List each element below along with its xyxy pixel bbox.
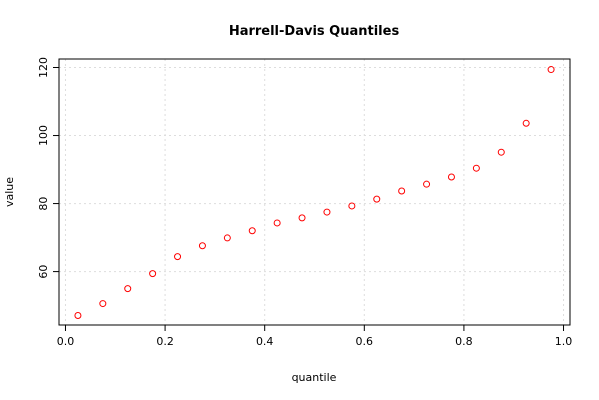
x-tick-label: 0.0 <box>57 335 75 348</box>
point <box>447 173 455 181</box>
point <box>497 148 505 156</box>
point <box>323 208 331 216</box>
x-tick-label: 1.0 <box>555 335 573 348</box>
x-tick-label: 0.8 <box>455 335 473 348</box>
point <box>398 187 406 195</box>
x-tick-label: 0.6 <box>356 335 374 348</box>
y-tick-label: 100 <box>37 125 50 146</box>
point <box>423 180 431 188</box>
y-tick-label: 120 <box>37 57 50 78</box>
point <box>174 253 182 261</box>
point <box>248 227 256 235</box>
point <box>348 202 356 210</box>
point <box>472 164 480 172</box>
point <box>99 300 107 308</box>
point <box>223 234 231 242</box>
point <box>124 285 132 293</box>
y-tick-label: 60 <box>37 265 50 279</box>
point <box>298 214 306 222</box>
point <box>74 311 82 319</box>
point <box>547 66 555 74</box>
point <box>149 270 157 278</box>
x-tick-label: 0.4 <box>256 335 274 348</box>
point <box>522 119 530 127</box>
point <box>273 219 281 227</box>
y-tick-label: 80 <box>37 197 50 211</box>
y-axis-label: value <box>3 177 16 207</box>
point <box>198 242 206 250</box>
point <box>373 195 381 203</box>
x-tick-label: 0.2 <box>156 335 174 348</box>
x-axis-label: quantile <box>292 371 337 384</box>
plot-frame <box>58 58 571 326</box>
chart-title: Harrell-Davis Quantiles <box>229 24 400 39</box>
